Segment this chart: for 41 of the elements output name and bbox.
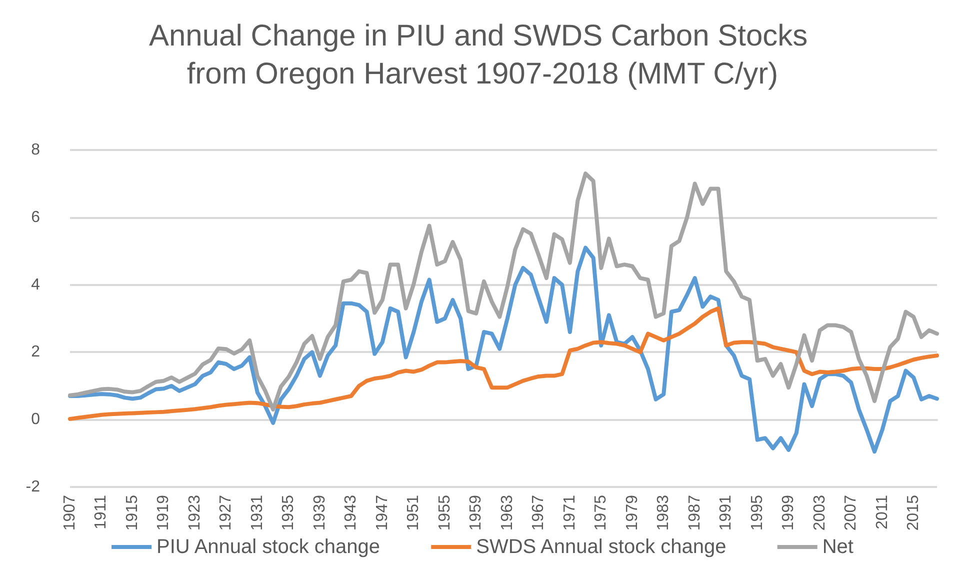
x-tick-label: 2011 <box>874 494 891 530</box>
x-tick-label: 2015 <box>905 494 922 531</box>
x-tick-label: 1959 <box>468 494 485 531</box>
y-tick-label: 8 <box>31 142 40 158</box>
x-tick-label: 2003 <box>811 494 828 531</box>
x-tick-label: 1995 <box>748 494 766 531</box>
x-tick-label: 1939 <box>311 494 328 531</box>
legend-label: SWDS Annual stock change <box>476 536 726 558</box>
x-tick-label: 1971 <box>561 494 578 531</box>
x-tick-label: 1983 <box>655 494 672 531</box>
x-tick-label: 1979 <box>624 494 641 531</box>
legend-label: PIU Annual stock change <box>156 536 380 558</box>
y-tick-label: 6 <box>31 208 40 226</box>
x-tick-label: 1915 <box>124 494 141 531</box>
chart-title: Annual Change in PIU and SWDS Carbon Stocks from Oregon Harvest 1907-2018 (MMT C/yr) <box>148 20 816 90</box>
legend-label: Net <box>822 536 854 558</box>
y-tick-label: 0 <box>31 411 40 428</box>
y-tick-label: 2 <box>31 344 40 361</box>
x-tick-label: 1955 <box>436 494 454 531</box>
y-tick-label: 4 <box>31 276 40 294</box>
x-tick-label: 1935 <box>280 494 298 531</box>
x-tick-label: 1951 <box>405 494 422 531</box>
x-tick-label: 1947 <box>374 494 391 531</box>
x-tick-label: 1911 <box>92 494 110 530</box>
x-tick-label: 1907 <box>62 494 78 531</box>
x-tick-label: 1923 <box>186 494 204 531</box>
x-tick-label: 1919 <box>155 494 172 531</box>
x-tick-label: 1931 <box>248 494 266 531</box>
line-series <box>68 246 939 454</box>
y-tick-label: -2 <box>26 478 40 496</box>
x-tick-label: 1987 <box>686 494 704 531</box>
x-tick-label: 1927 <box>218 494 235 531</box>
line-series <box>68 306 939 421</box>
x-tick-label: 1991 <box>718 494 735 531</box>
line-series <box>68 172 939 412</box>
x-tick-label: 2007 <box>842 494 860 531</box>
x-tick-label: 1999 <box>780 494 798 531</box>
x-tick-label: 1967 <box>530 494 548 531</box>
x-tick-label: 1963 <box>498 494 516 531</box>
x-tick-label: 1943 <box>342 494 360 531</box>
x-tick-label: 1975 <box>592 494 610 531</box>
